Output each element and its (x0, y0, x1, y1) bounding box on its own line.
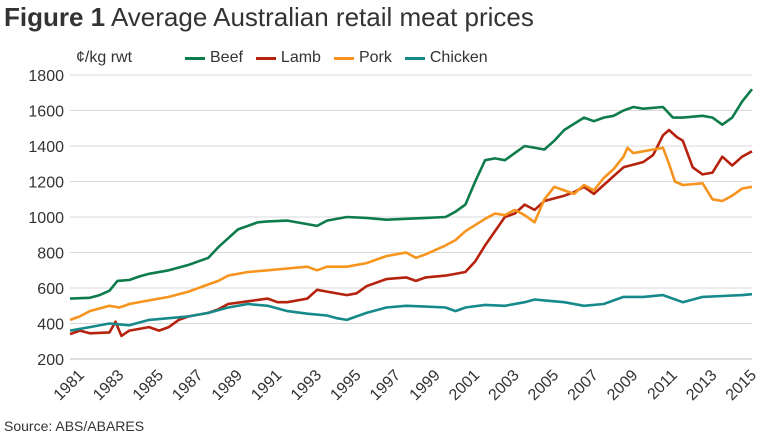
legend-item-pork: Pork (333, 49, 392, 67)
y-tick-label: 1400 (28, 139, 64, 156)
x-tick-label: 2007 (565, 367, 602, 404)
x-tick-label: 2005 (525, 367, 562, 404)
y-tick-label: 1600 (28, 104, 64, 121)
legend-swatch (255, 56, 276, 60)
y-axis-label: ¢/kg rwt (76, 49, 133, 66)
source-note: Source: ABS/ABARES (4, 418, 145, 434)
x-tick-label: 1983 (90, 367, 127, 404)
series-line-chicken (69, 292, 753, 332)
y-tick-label: 600 (37, 281, 64, 298)
x-tick-label: 1993 (288, 367, 325, 404)
figure-title: Average Australian retail meat prices (110, 2, 534, 32)
legend-item-chicken: Chicken (404, 49, 488, 67)
x-tick-label: 1981 (51, 367, 88, 404)
y-tick-label: 1200 (28, 175, 64, 192)
series-line-beef (69, 88, 754, 300)
legend-label: Pork (358, 49, 392, 66)
y-tick-label: 800 (37, 246, 64, 263)
series-line-lamb (69, 128, 753, 338)
legend-label: Lamb (280, 49, 321, 66)
x-tick-label: 1985 (130, 367, 167, 404)
legend-item-lamb: Lamb (255, 49, 321, 67)
x-tick-label: 1997 (367, 367, 404, 404)
x-tick-label: 1987 (169, 367, 206, 404)
y-tick-label: 200 (37, 352, 64, 369)
x-tick-label: 1991 (248, 367, 285, 404)
chart-title: Figure 1 Average Australian retail meat … (4, 2, 534, 33)
x-tick-label: 1995 (327, 367, 364, 404)
y-tick-label: 1800 (28, 68, 64, 85)
legend-label: Chicken (429, 49, 488, 66)
x-tick-label: 2015 (723, 367, 760, 404)
x-tick-label: 2001 (446, 367, 483, 404)
figure-label: Figure 1 (4, 2, 106, 32)
x-tick-label: 2009 (604, 367, 641, 404)
y-tick-label: 400 (37, 317, 64, 334)
legend-swatch (185, 56, 205, 60)
legend-swatch (404, 56, 425, 60)
legend-label: Beef (210, 49, 243, 66)
y-tick-label: 1000 (28, 210, 64, 227)
x-tick-label: 2011 (645, 367, 681, 403)
legend-swatch (333, 56, 354, 60)
legend-item-beef: Beef (185, 49, 243, 67)
x-tick-label: 1989 (209, 367, 246, 404)
x-tick-label: 2013 (683, 367, 720, 404)
legend: Beef Lamb Pork Chicken (185, 49, 501, 67)
x-tick-label: 2003 (486, 367, 523, 404)
x-tick-label: 1999 (407, 367, 444, 404)
series-line-pork (69, 146, 753, 322)
